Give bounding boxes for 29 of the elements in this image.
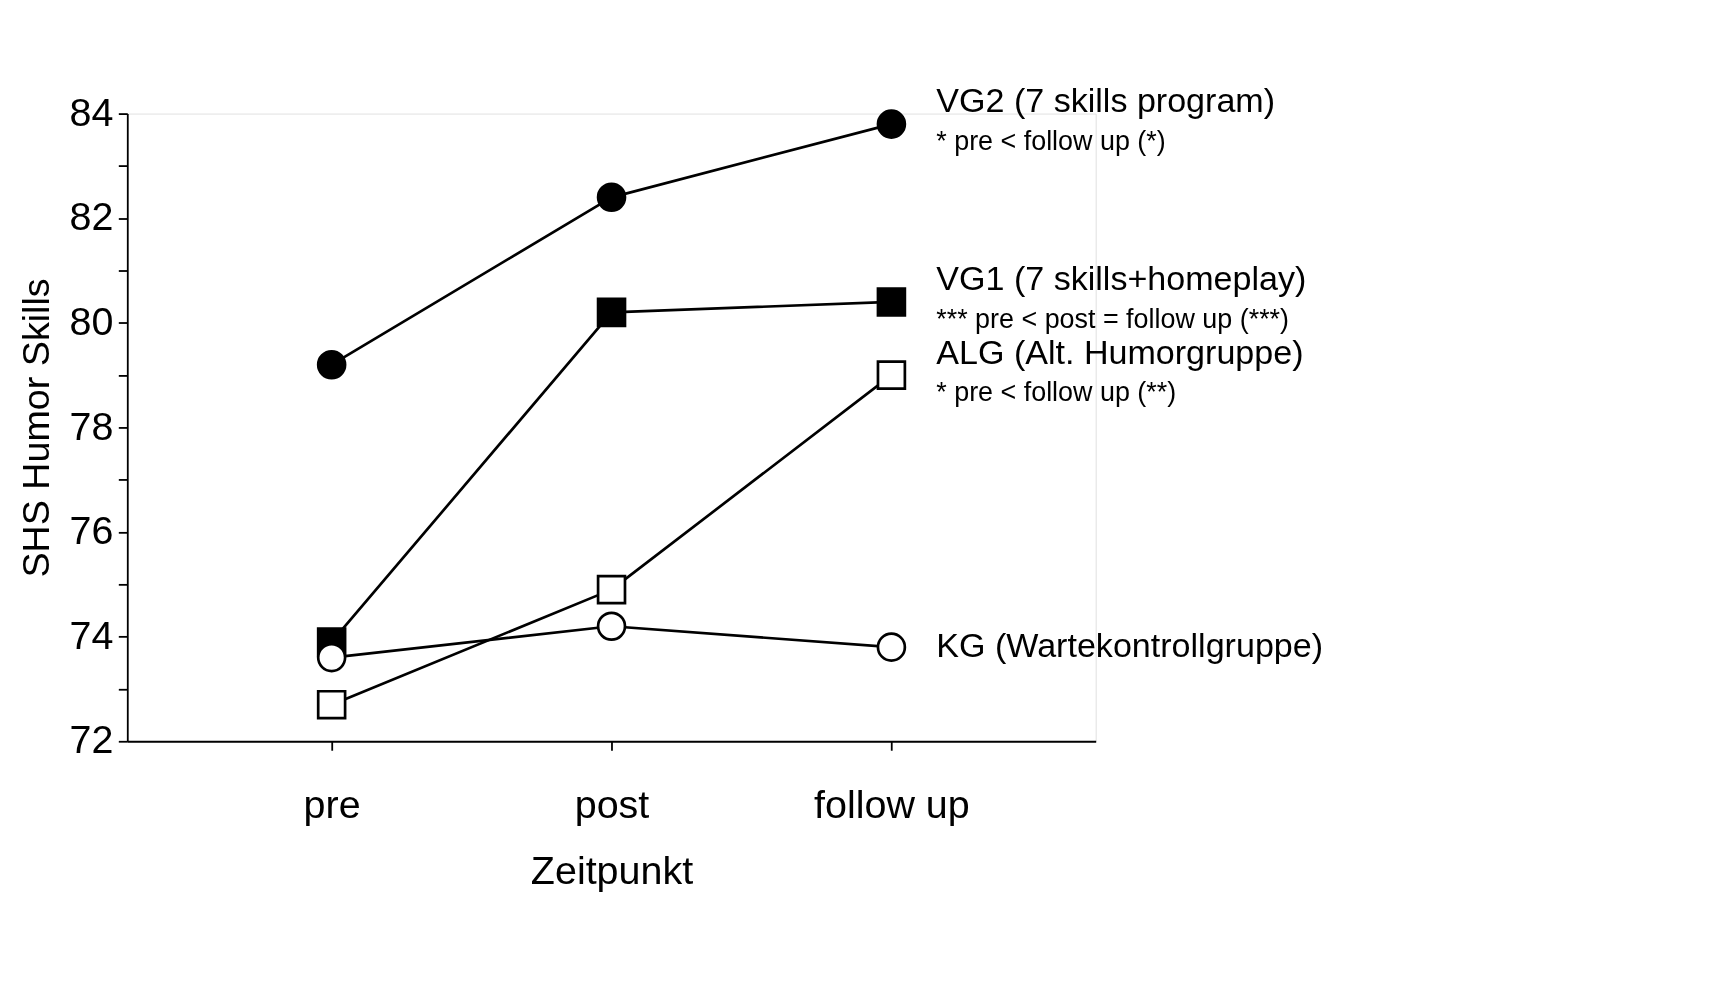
y-tick-label: 78 (69, 403, 114, 448)
point (596, 611, 627, 642)
y-tick-label: 74 (69, 612, 114, 657)
point (596, 574, 627, 605)
annotation: *** pre < post = follow up (***) (936, 303, 1290, 334)
point (876, 109, 907, 139)
series-label: VG1 (7 skills+homeplay) (936, 259, 1307, 298)
x-tick-label: post (574, 781, 650, 826)
series-label: VG2 (7 skills program) (936, 81, 1276, 120)
annotation: * pre < follow up (**) (936, 377, 1177, 408)
point (876, 360, 907, 390)
point (596, 297, 627, 328)
annotation: * pre < follow up (*) (936, 126, 1166, 157)
x-axis-title: Zeitpunkt (530, 848, 694, 893)
y-tick-label: 80 (69, 298, 114, 343)
point (596, 182, 627, 213)
x-tick-label: follow up (814, 781, 970, 826)
x-tick-label: pre (303, 781, 361, 826)
point (316, 642, 347, 673)
point (876, 632, 907, 662)
y-tick-label: 72 (69, 717, 114, 762)
point (876, 287, 907, 317)
y-tick-label: 82 (69, 194, 114, 239)
series-label: KG (Wartekontrollgruppe) (936, 626, 1324, 665)
y-axis-title: SHS Humor Skills (14, 278, 57, 578)
y-tick-label: 84 (69, 89, 114, 134)
point (316, 349, 347, 380)
y-tick-label: 76 (69, 508, 114, 553)
point (316, 689, 347, 720)
